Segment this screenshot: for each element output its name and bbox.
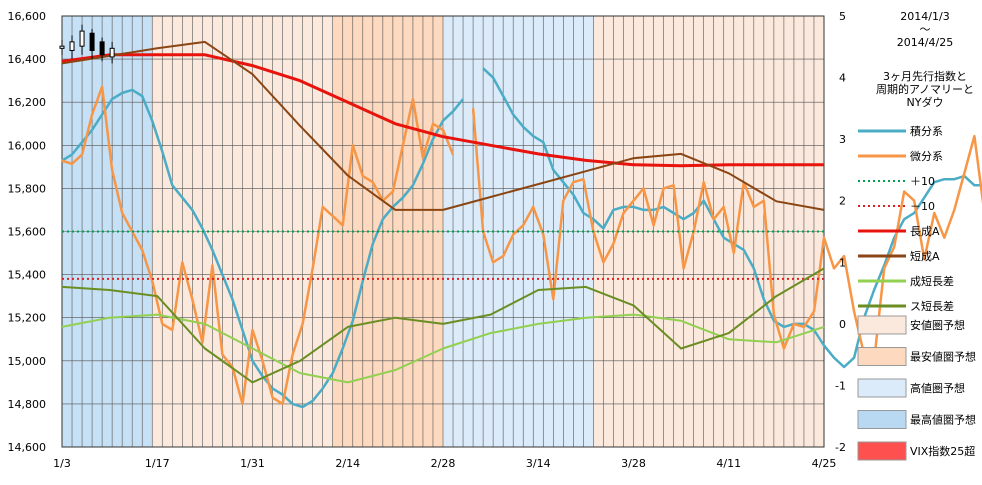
legend-label: －10: [910, 200, 935, 213]
legend-swatch: [857, 410, 907, 429]
subtitle-line: 周期的アノマリーと: [876, 82, 974, 96]
right-axis-tick-label: -2: [835, 441, 846, 454]
legend-swatch: [857, 315, 907, 335]
dow-candles: [59, 24, 115, 64]
series-line: [61, 85, 455, 406]
left-axis-tick-label: 15,000: [8, 355, 47, 368]
series-line: [61, 53, 824, 168]
x-tick-label: 3/14: [526, 457, 551, 470]
x-tick-label: 1/3: [53, 457, 71, 470]
legend-label: 短成A: [910, 249, 940, 263]
x-tick-label: 1/31: [240, 457, 265, 470]
legend-label: 高値圏予想: [910, 381, 965, 395]
left-axis-tick-label: 15,800: [8, 182, 47, 195]
candle-body: [109, 47, 115, 58]
right-axis-tick-label: 1: [839, 256, 846, 269]
legend-swatch: [857, 441, 907, 461]
candle-body: [69, 41, 75, 51]
candle-body: [59, 45, 65, 49]
subtitle-line: 3ヶ月先行指数と: [883, 69, 967, 83]
legend-label: 微分系: [910, 149, 943, 163]
legend-label: 長成A: [910, 225, 940, 238]
legend-label: ＋10: [910, 175, 935, 188]
series-line: [482, 67, 982, 369]
legend-label: 成短長差: [910, 274, 954, 288]
axes: 14,600 14,800 15,000 15,200 15,400 15,600 15,8…: [8, 10, 847, 470]
x-tick-label: 2/28: [431, 457, 456, 470]
series-line: [61, 313, 825, 384]
legend-label: VIX指数25超: [910, 444, 975, 458]
legend-swatch: [857, 347, 907, 366]
left-axis-tick-label: 16,200: [8, 96, 47, 109]
right-axis-tick-label: 5: [839, 10, 846, 23]
legend-label: 積分系: [910, 124, 943, 138]
left-axis-tick-label: 16,600: [8, 10, 47, 23]
left-axis-tick-label: 14,800: [8, 398, 47, 411]
left-axis-tick-label: 15,400: [8, 269, 47, 282]
x-tick-label: 4/25: [812, 457, 837, 470]
series-line: [471, 108, 982, 363]
candle-body: [99, 41, 105, 56]
series-line: [61, 88, 465, 409]
series-line: [61, 267, 825, 384]
right-axis-tick-label: 2: [839, 195, 846, 208]
candle-body: [79, 30, 85, 47]
legend-label: 最安値圏予想: [910, 350, 976, 364]
right-axis-tick-label: 3: [839, 133, 846, 146]
left-axis-tick-label: 16,000: [8, 139, 47, 152]
x-tick-label: 1/17: [145, 457, 170, 470]
legend-label: 安値圏予想: [910, 318, 965, 332]
legend-label: ス短長差: [910, 299, 954, 313]
title-line: 2014/4/25: [897, 36, 953, 49]
legend-swatch: [857, 378, 907, 398]
series: [61, 40, 982, 409]
left-axis-tick-label: 15,200: [8, 312, 47, 325]
legend-label: 最高値圏予想: [910, 413, 976, 427]
right-axis-tick-label: -1: [835, 379, 846, 392]
left-axis-tick-label: 14,600: [8, 441, 47, 454]
x-tick-label: 4/11: [716, 457, 741, 470]
right-axis-tick-label: 0: [839, 318, 846, 331]
subtitle-line: NYダウ: [907, 95, 944, 109]
series-line: [61, 40, 825, 211]
title-line: 2014/1/3: [900, 10, 949, 23]
title-line: ～: [920, 23, 931, 36]
right-axis-tick-label: 4: [839, 72, 846, 85]
x-tick-label: 3/28: [621, 457, 646, 470]
candle-body: [89, 32, 95, 51]
left-axis-tick-label: 16,400: [8, 53, 47, 66]
x-tick-label: 2/14: [335, 457, 360, 470]
left-axis-tick-label: 15,600: [8, 226, 47, 239]
